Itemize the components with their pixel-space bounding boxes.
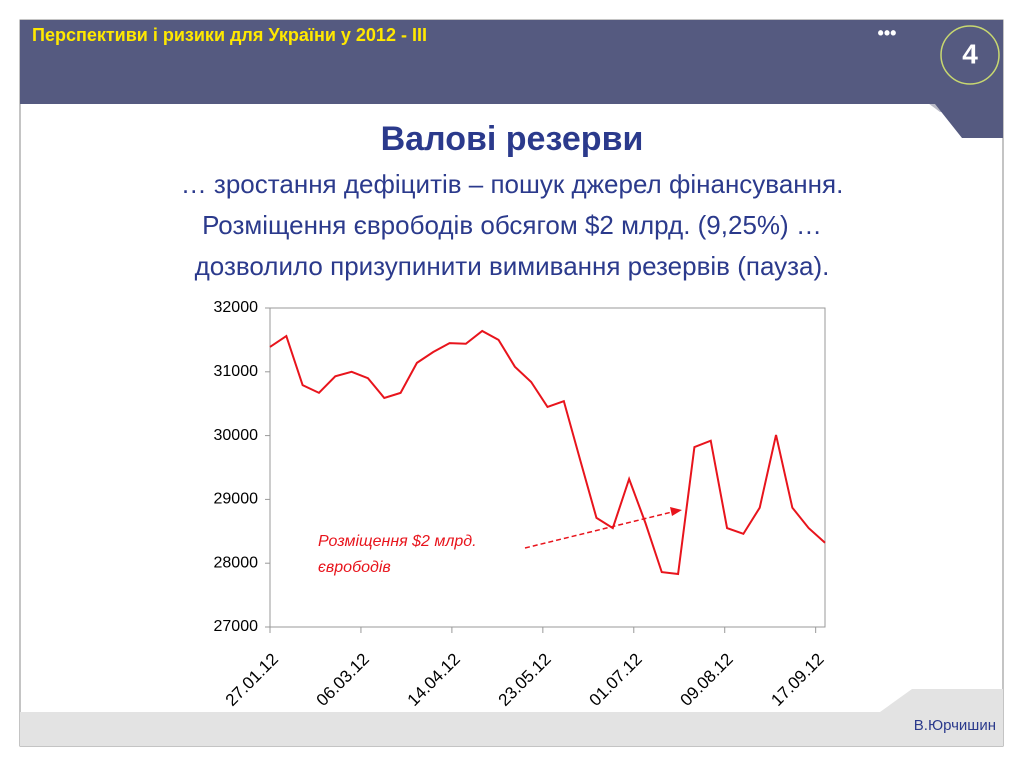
- subtitle-line: … зростання дефіцитів – пошук джерел фін…: [181, 169, 844, 199]
- number-circle: [940, 25, 1000, 85]
- y-tick-label: 32000: [214, 299, 259, 316]
- line: [269, 329, 826, 576]
- subtitle-line: дозволило призупинити вимивання резервів…: [195, 251, 830, 281]
- subtitle-line: Розміщення єврободів обсягом $2 млрд. (9…: [202, 210, 822, 240]
- annotation: Розміщення $2 млрд.: [318, 533, 477, 550]
- y-tick-label: 31000: [214, 363, 259, 380]
- y-tick-label: 28000: [214, 554, 259, 571]
- plot-frame: [269, 307, 826, 628]
- annotation-arrow: [524, 511, 673, 549]
- y-tick-label: 30000: [214, 427, 259, 444]
- y-tick-label: 27000: [214, 618, 259, 635]
- slide-frame: [19, 19, 1004, 747]
- footer-bar: [20, 689, 1003, 746]
- author: В.Юрчишин: [914, 717, 996, 734]
- annotation: єврободів: [318, 559, 391, 576]
- slide-header: Перспективи і ризики для України у 2012 …: [32, 25, 427, 45]
- banner: [20, 20, 1003, 138]
- y-tick-label: 29000: [214, 491, 259, 508]
- dots: •••: [878, 23, 897, 43]
- annotation-arrowhead: [670, 507, 682, 516]
- heading: Валові резерви: [381, 120, 644, 158]
- slide-number: 4: [962, 38, 978, 69]
